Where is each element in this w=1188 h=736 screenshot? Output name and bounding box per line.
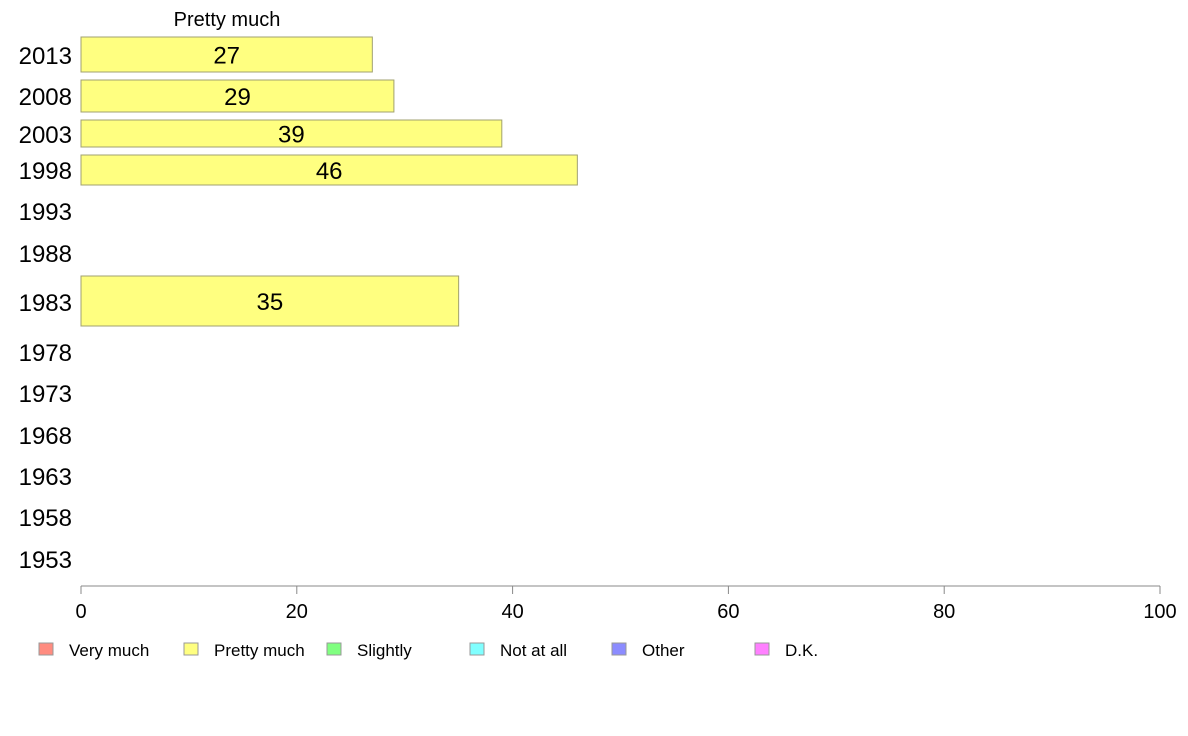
year-label: 1978 [19, 340, 72, 367]
x-tick-label: 20 [286, 601, 308, 623]
x-tick-label: 40 [501, 601, 523, 623]
legend-label: Very much [69, 641, 149, 660]
legend-label: Other [642, 641, 685, 660]
year-label: 1963 [19, 464, 72, 491]
year-label: 1998 [19, 158, 72, 185]
legend-swatch [183, 642, 199, 656]
year-label: 2013 [19, 43, 72, 70]
legend-label: Pretty much [214, 641, 305, 660]
year-label: 1973 [19, 381, 72, 408]
bar-value-label: 46 [316, 158, 343, 185]
year-label: 1958 [19, 505, 72, 532]
year-labels: 2013 2008 2003 1998 1993 1988 1983 1978 1973 1968… [19, 43, 72, 574]
series-title: Pretty much [174, 9, 281, 31]
legend-swatch [38, 642, 54, 656]
year-label: 2003 [19, 122, 72, 149]
legend-label: D.K. [785, 641, 818, 660]
legend-swatch [326, 642, 342, 656]
bars: 27 29 39 46 35 [80, 36, 578, 327]
legend-label: Not at all [500, 641, 567, 660]
bar [80, 36, 373, 73]
x-tick-label: 80 [933, 601, 955, 623]
legend-swatch [754, 642, 770, 656]
bar-value-label: 29 [224, 84, 251, 111]
year-label: 1983 [19, 290, 72, 317]
x-tick-label: 60 [717, 601, 739, 623]
bar-value-label: 39 [278, 122, 305, 149]
legend: Very much Pretty much Slightly Not at all Ot… [38, 641, 818, 660]
year-label: 1953 [19, 547, 72, 574]
bar [80, 119, 503, 148]
x-tick-label: 0 [75, 601, 86, 623]
bar-value-label: 35 [256, 289, 283, 316]
x-axis: 0 20 40 60 80 100 [75, 585, 1177, 623]
legend-swatch [611, 642, 627, 656]
bar [80, 79, 395, 113]
year-label: 1988 [19, 241, 72, 268]
year-label: 2008 [19, 84, 72, 111]
bar [80, 154, 578, 186]
legend-label: Slightly [357, 641, 412, 660]
bar-value-label: 27 [213, 43, 240, 70]
bar [80, 275, 460, 327]
year-label: 1968 [19, 423, 72, 450]
x-tick-label: 100 [1143, 601, 1176, 623]
legend-swatch [469, 642, 485, 656]
year-label: 1993 [19, 199, 72, 226]
